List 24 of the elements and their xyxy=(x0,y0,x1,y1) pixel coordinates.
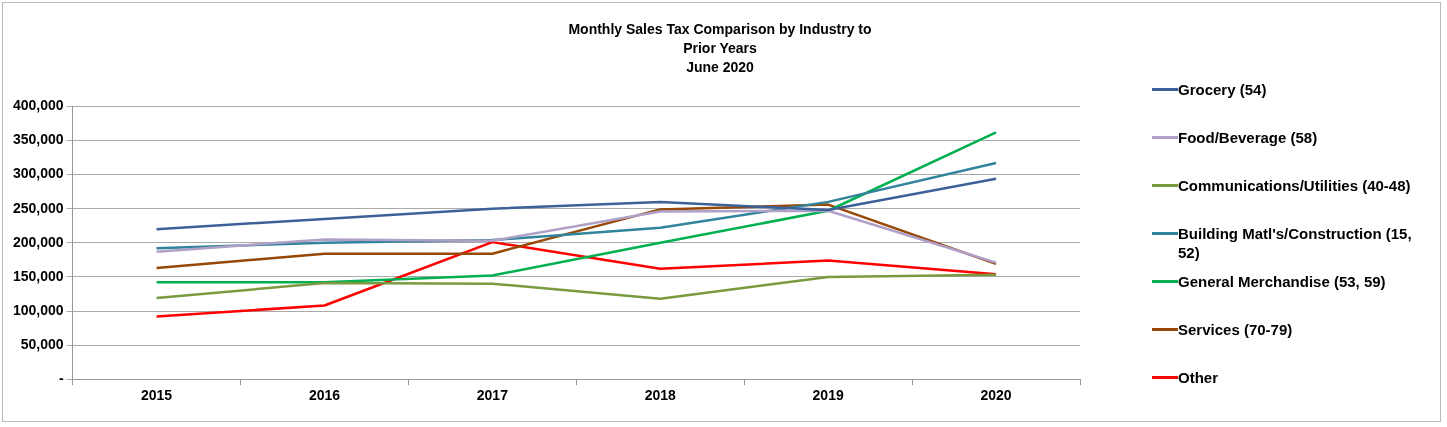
legend-label: General Merchandise (53, 59) xyxy=(1178,272,1386,291)
legend-label: Other xyxy=(1178,368,1219,387)
y-tick-label: - xyxy=(58,370,64,387)
y-tick-label: 50,000 xyxy=(20,335,64,352)
x-tick-label: 2015 xyxy=(140,387,173,404)
chart-subtitle: June 2020 xyxy=(685,58,755,77)
chart-title: Monthly Sales Tax Comparison by Industry to Prior Years xyxy=(567,20,873,58)
x-tick-label: 2018 xyxy=(644,387,677,404)
legend-label: Communications/Utilities (40-48) xyxy=(1178,176,1411,195)
legend-label: Grocery (54) xyxy=(1178,80,1267,99)
y-tick-label: 250,000 xyxy=(13,199,64,216)
y-tick-label: 100,000 xyxy=(13,301,64,318)
x-tick-label: 2017 xyxy=(476,387,509,404)
legend-label: Building Matl's/Construction (15, 52) xyxy=(1178,224,1413,262)
y-tick-label: 300,000 xyxy=(13,165,64,182)
x-tick-label: 2016 xyxy=(308,387,341,404)
y-tick-label: 200,000 xyxy=(13,233,64,250)
y-tick-label: 150,000 xyxy=(13,267,64,284)
legend-label: Services (70-79) xyxy=(1178,320,1293,339)
x-tick-label: 2020 xyxy=(980,387,1012,404)
y-tick-label: 400,000 xyxy=(13,97,64,114)
y-tick-label: 350,000 xyxy=(13,131,64,148)
legend-label: Food/Beverage (58) xyxy=(1178,128,1318,147)
x-tick-label: 2019 xyxy=(812,387,844,404)
